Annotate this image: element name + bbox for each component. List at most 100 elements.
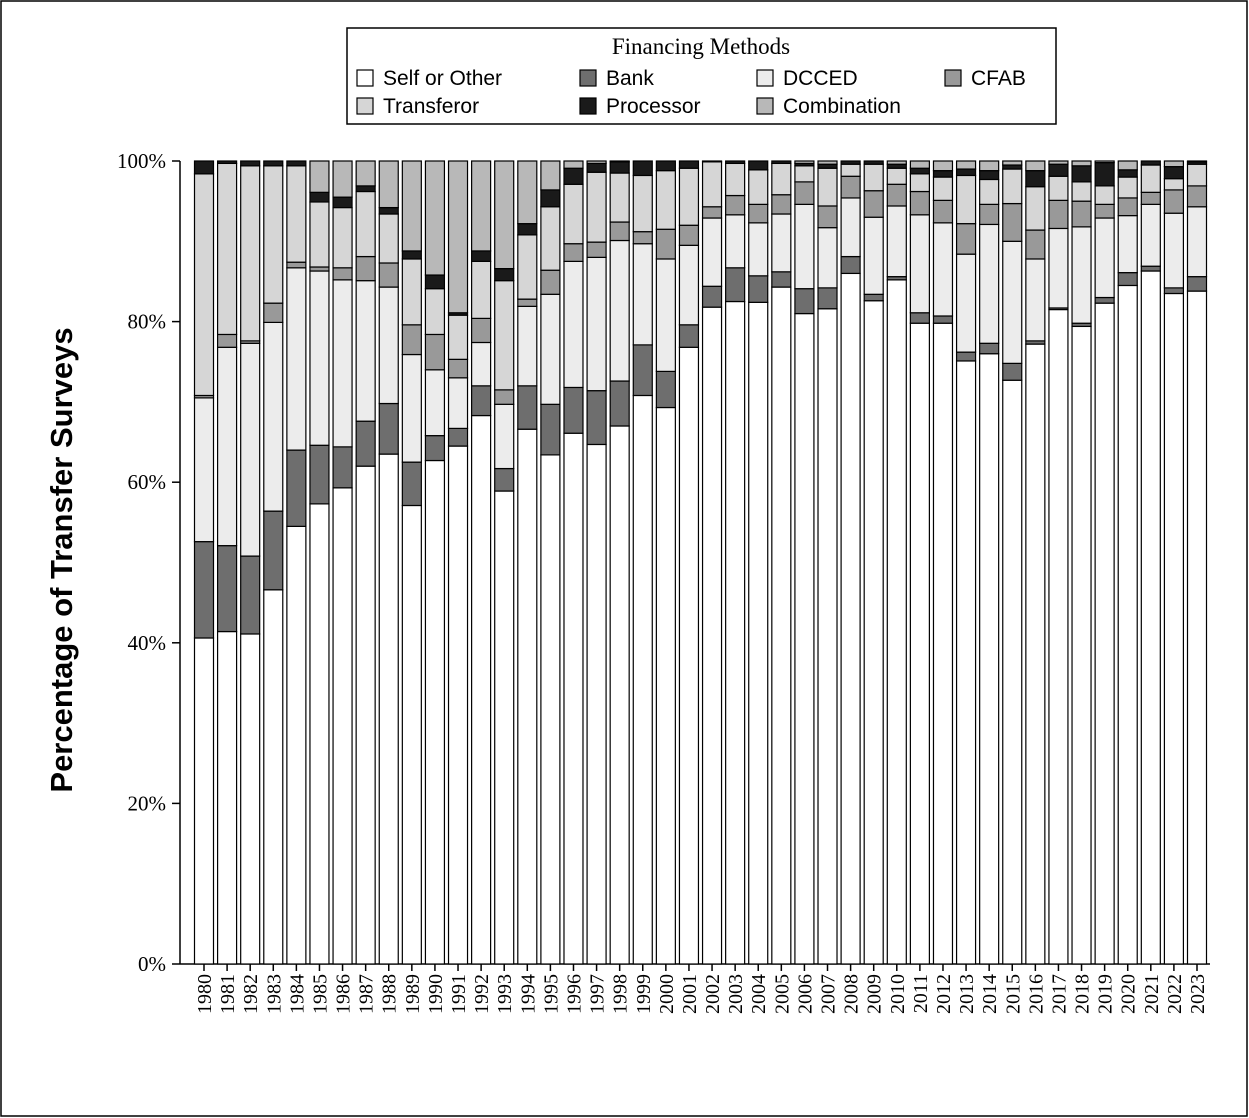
x-tick-label: 2014: [979, 974, 1001, 1014]
x-tick-label: 1982: [240, 974, 262, 1014]
x-tick-label: 2013: [956, 974, 978, 1014]
bar-segment: [471, 341, 492, 387]
bar-segment: [979, 178, 1000, 205]
bar-segment: [309, 503, 330, 965]
bar-segment: [401, 504, 422, 965]
bar-segment: [817, 167, 838, 207]
bar-segment: [1094, 160, 1115, 164]
bar-segment: [309, 191, 330, 203]
bar-segment: [517, 298, 538, 307]
bar-segment: [332, 267, 353, 281]
bar-segment: [609, 160, 630, 163]
bar-segment: [424, 160, 446, 276]
legend-swatch: [356, 69, 374, 87]
bar-segment: [886, 279, 907, 965]
bar-segment: [424, 333, 446, 371]
bar-segment: [932, 176, 954, 201]
bar-segment: [378, 286, 399, 405]
bar-segment: [286, 525, 307, 965]
x-tick-label: 2002: [702, 974, 724, 1014]
bar-segment: [1048, 160, 1069, 165]
bar-segment: [632, 174, 653, 233]
x-tick-label: 1984: [286, 974, 308, 1014]
bar-segment: [678, 160, 700, 169]
bar-segment: [540, 206, 561, 271]
bar-segment: [517, 234, 538, 300]
bar-segment: [401, 353, 422, 463]
bar-segment: [1163, 212, 1185, 289]
bar-segment: [263, 321, 284, 512]
x-tick-label: 2003: [725, 974, 747, 1014]
bar-segment: [286, 267, 307, 451]
bar-segment: [955, 351, 977, 362]
bar-segment: [378, 206, 399, 215]
x-tick-label: 2020: [1118, 974, 1140, 1014]
bar-segment: [586, 390, 607, 446]
bar-segment: [447, 427, 469, 447]
x-tick-label: 1998: [610, 974, 632, 1014]
bar-segment: [240, 555, 261, 635]
y-axis-title: Percentage of Transfer Surveys: [44, 327, 79, 792]
bar-segment: [725, 194, 746, 216]
bar-segment: [1094, 296, 1115, 304]
bar-segment: [540, 160, 561, 191]
bar-segment: [286, 449, 307, 527]
bar-segment: [1094, 162, 1115, 187]
bar-segment: [193, 637, 215, 965]
bar-segment: [332, 487, 353, 965]
bar-segment: [471, 160, 492, 252]
bar-segment: [193, 173, 215, 397]
bar-segment: [471, 250, 492, 262]
x-tick-label: 2017: [1048, 974, 1070, 1014]
bar-segment: [932, 160, 954, 172]
x-tick-label: 2011: [910, 974, 932, 1013]
bar-segment: [1140, 203, 1161, 267]
bar-segment: [447, 445, 469, 965]
legend-swatch: [756, 97, 774, 115]
x-tick-label: 1981: [217, 974, 239, 1014]
bar-segment: [401, 461, 422, 507]
bar-segment: [378, 453, 399, 965]
bar-segment: [1117, 169, 1138, 178]
bar-segment: [909, 214, 930, 314]
bar-segment: [240, 342, 261, 557]
x-tick-label: 2005: [771, 974, 793, 1014]
bar-segment: [540, 189, 561, 208]
bar-segment: [447, 314, 469, 360]
bar-segment: [563, 160, 584, 169]
bar-segment: [725, 214, 746, 269]
bar-segment: [240, 165, 261, 342]
y-tick-label: 0%: [138, 952, 166, 976]
bar-segment: [494, 467, 515, 492]
bar-segment: [494, 268, 515, 282]
bar-segment: [909, 173, 930, 193]
bar-segment: [886, 167, 907, 185]
bar-segment: [378, 160, 399, 209]
bar-segment: [1048, 163, 1069, 177]
legend-swatch: [944, 69, 962, 87]
bar-segment: [771, 271, 792, 288]
bar-segment: [586, 256, 607, 392]
bar-segment: [517, 305, 538, 387]
bar-segment: [540, 293, 561, 405]
x-tick-label: 2007: [818, 974, 840, 1014]
x-tick-label: 1999: [633, 974, 655, 1014]
bar-segment: [632, 394, 653, 965]
y-tick-label: 60%: [128, 470, 167, 494]
bar-segment: [655, 160, 676, 172]
bar-segment: [1140, 164, 1161, 193]
bar-segment: [771, 160, 792, 165]
bar-segment: [1048, 227, 1069, 309]
bar-segment: [424, 369, 446, 437]
bar-segment: [817, 163, 838, 169]
bar-segment: [1163, 287, 1185, 295]
bar-segment: [1186, 185, 1208, 208]
bar-segment: [1186, 160, 1208, 163]
bar-segment: [1025, 170, 1046, 188]
bar-segment: [678, 167, 700, 226]
bar-segment: [471, 317, 492, 344]
bar-segment: [655, 406, 676, 965]
bar-segment: [1025, 160, 1046, 172]
bar-segment: [955, 174, 977, 225]
bar-segment: [932, 322, 954, 965]
